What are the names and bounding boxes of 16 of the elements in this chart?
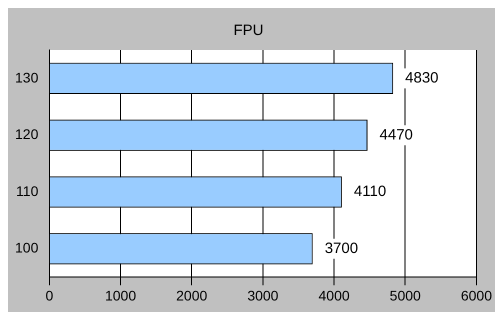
y-tick-label: 110 [16, 182, 39, 199]
y-tick-label: 120 [15, 126, 39, 142]
chart-title: FPU [234, 22, 264, 40]
x-tick-label: 1000 [104, 287, 136, 304]
x-tick-label: 2000 [176, 287, 208, 304]
y-tick-label: 130 [15, 69, 39, 86]
x-tick-label: 3000 [247, 287, 279, 304]
data-label: 3700 [324, 240, 358, 257]
data-label: 4110 [354, 183, 386, 200]
x-tick-label: 5000 [390, 287, 422, 304]
x-tick-label: 0 [45, 287, 54, 304]
x-tick-label: 4000 [318, 287, 350, 304]
data-label: 4470 [380, 126, 413, 144]
x-tick-label: 6000 [460, 287, 492, 304]
data-label: 4830 [405, 70, 439, 87]
y-tick-label: 100 [15, 240, 39, 256]
